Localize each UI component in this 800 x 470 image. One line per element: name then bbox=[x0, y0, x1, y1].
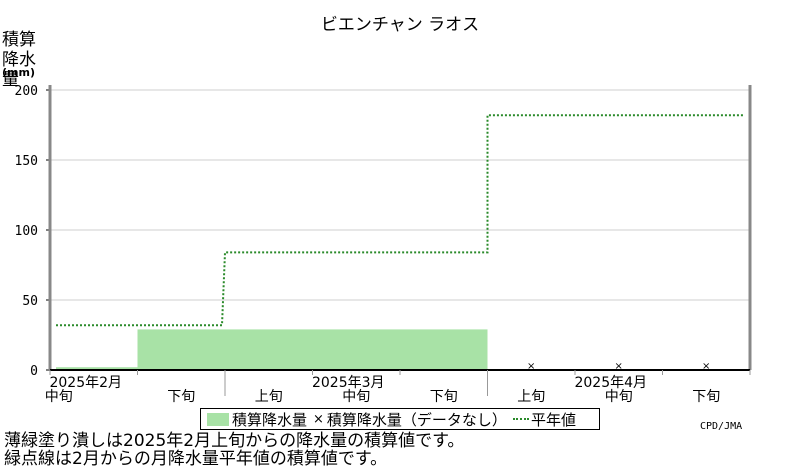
y-tick-label: 100 bbox=[15, 224, 38, 239]
precip-bar bbox=[400, 329, 488, 370]
x-dekad-label: 中旬 bbox=[45, 389, 73, 405]
x-dekad-label: 中旬 bbox=[605, 389, 633, 405]
x-month-label: 2025年2月 bbox=[49, 375, 122, 391]
no-data-x-mark: × bbox=[527, 361, 535, 372]
legend-label-nodata: 積算降水量（データなし） bbox=[326, 410, 507, 429]
y-axis-label: 積算降水量 bbox=[2, 30, 36, 90]
y-tick-label: 200 bbox=[15, 84, 38, 99]
chart-title: ビエンチャン ラオス bbox=[320, 15, 480, 35]
precip-bar bbox=[56, 367, 138, 370]
y-tick-label: 150 bbox=[15, 154, 38, 169]
legend-item-precip: 積算降水量 bbox=[207, 409, 307, 430]
x-month-label: 2025年3月 bbox=[312, 375, 385, 391]
no-data-x-mark: × bbox=[702, 361, 710, 372]
x-dekad-label: 下旬 bbox=[167, 389, 195, 405]
no-data-x-mark: × bbox=[615, 361, 623, 372]
legend-label-precip: 積算降水量 bbox=[232, 410, 308, 429]
x-dekad-label: 上旬 bbox=[255, 389, 283, 405]
credit-label: CPD/JMA bbox=[700, 421, 743, 432]
legend-item-nodata: × 積算降水量（データなし） bbox=[313, 409, 507, 430]
y-tick-label: 50 bbox=[22, 294, 38, 309]
legend: 積算降水量 × 積算降水量（データなし） 平年値 bbox=[200, 408, 600, 430]
legend-item-normal: 平年値 bbox=[512, 409, 576, 430]
normal-dotted-line bbox=[56, 114, 744, 327]
x-dekad-label: 下旬 bbox=[430, 389, 458, 405]
y-tick-label: 0 bbox=[30, 364, 38, 379]
footnote-dotted: 緑点線は2月からの月降水量平年値の積算値です。 bbox=[4, 449, 388, 469]
legend-x-mark: × bbox=[313, 411, 324, 427]
precip-bar bbox=[312, 329, 400, 370]
legend-dotted-line bbox=[512, 418, 529, 420]
precip-bar bbox=[137, 329, 225, 370]
legend-swatch-precip bbox=[207, 412, 229, 426]
precip-bar bbox=[225, 329, 313, 370]
x-dekad-label: 上旬 bbox=[517, 389, 545, 405]
x-dekad-label: 下旬 bbox=[692, 389, 720, 405]
legend-label-normal: 平年値 bbox=[530, 410, 576, 429]
x-dekad-label: 中旬 bbox=[342, 389, 370, 405]
y-axis-unit: (mm) bbox=[2, 66, 35, 79]
x-month-label: 2025年4月 bbox=[574, 375, 647, 391]
footnote-fill: 薄緑塗り潰しは2025年2月上旬からの降水量の積算値です。 bbox=[4, 431, 465, 451]
